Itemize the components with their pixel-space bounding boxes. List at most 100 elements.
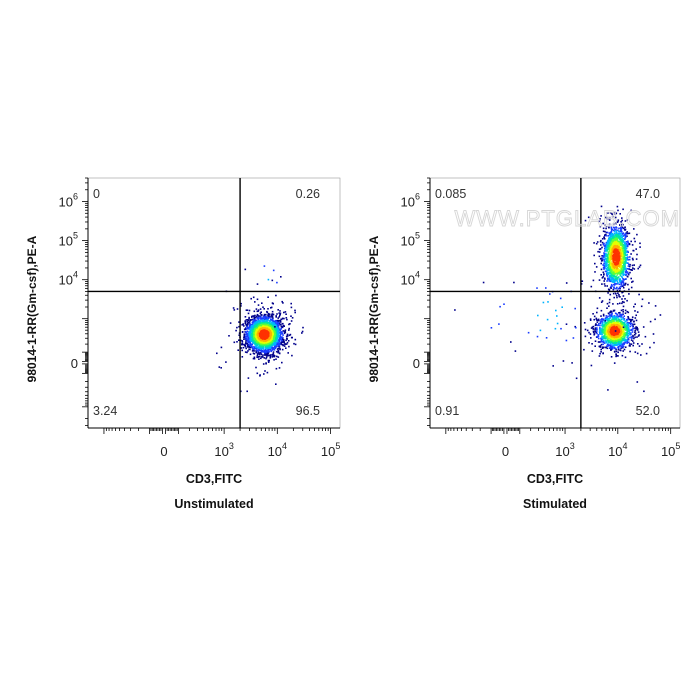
event-dot — [606, 269, 609, 272]
event-dot — [616, 221, 619, 223]
event-dot — [615, 230, 618, 232]
event-dot — [611, 271, 613, 274]
event-dot — [289, 323, 291, 325]
quadrant-label-upper-right: 0.26 — [296, 187, 320, 201]
event-dot — [621, 345, 624, 347]
event-dot — [622, 313, 624, 315]
event-dot — [240, 305, 242, 307]
event-dot — [616, 272, 619, 275]
event-dot — [617, 287, 620, 290]
event-dot — [615, 292, 617, 295]
event-dot — [606, 316, 608, 319]
event-dot — [624, 346, 627, 348]
event-dot — [615, 232, 618, 234]
event-dot — [607, 235, 610, 237]
event-dot — [622, 258, 624, 260]
event-dot — [593, 315, 596, 318]
event-dot — [616, 303, 619, 305]
event-dot — [266, 320, 268, 322]
event-dot — [621, 354, 624, 357]
event-dot — [621, 240, 624, 243]
event-dot — [233, 309, 236, 311]
event-dot — [624, 278, 627, 280]
event-dot — [626, 245, 628, 247]
event-dot — [267, 316, 270, 318]
event-dot — [598, 322, 600, 325]
event-dot — [619, 227, 622, 229]
event-dot — [266, 322, 269, 324]
event-dot — [626, 326, 628, 328]
event-dot — [261, 355, 263, 358]
event-dot — [628, 258, 631, 261]
event-dot — [614, 324, 616, 327]
event-dot — [271, 279, 274, 282]
event-dot — [276, 323, 279, 326]
event-dot — [598, 355, 601, 357]
event-dot — [251, 346, 254, 348]
event-dot — [284, 343, 286, 345]
event-dot — [245, 333, 248, 336]
event-dot — [649, 346, 651, 349]
event-dot — [610, 339, 613, 341]
event-dot — [622, 326, 625, 328]
event-dot — [598, 345, 601, 348]
event-dot — [624, 320, 627, 323]
event-dot — [611, 275, 613, 277]
event-dot — [616, 289, 619, 292]
event-dot — [624, 329, 627, 331]
event-dot — [605, 346, 607, 349]
event-dot — [615, 347, 617, 350]
y-tick-label: 106 — [59, 192, 78, 210]
event-dot — [283, 332, 286, 335]
event-dot — [620, 309, 623, 312]
event-dot — [594, 271, 596, 273]
event-dot — [606, 231, 609, 234]
event-dot — [270, 306, 273, 309]
event-dot — [591, 343, 593, 345]
event-dot — [256, 372, 259, 375]
event-dot — [277, 322, 279, 324]
event-dot — [600, 205, 603, 208]
event-dot — [607, 277, 609, 280]
event-dot — [285, 343, 288, 345]
event-dot — [604, 329, 607, 332]
event-dot — [626, 327, 628, 330]
event-dot — [654, 305, 657, 307]
event-dot — [609, 339, 612, 341]
event-dot — [606, 261, 608, 263]
event-dot — [629, 325, 631, 328]
event-dot — [264, 353, 266, 355]
event-dot — [605, 336, 607, 339]
event-dot — [639, 242, 641, 245]
event-dot — [251, 324, 254, 327]
event-dot — [620, 230, 623, 233]
event-dot — [293, 342, 295, 345]
event-dot — [632, 342, 635, 344]
event-dot — [249, 353, 252, 356]
panel-caption: Unstimulated — [174, 497, 253, 511]
event-dot — [262, 342, 264, 344]
event-dot — [615, 336, 617, 339]
event-dot — [602, 332, 604, 334]
event-dot — [279, 323, 281, 326]
event-dot — [277, 317, 279, 319]
plot-frame — [87, 177, 341, 429]
event-dot — [593, 333, 596, 335]
event-dot — [260, 353, 263, 356]
event-dot — [621, 343, 623, 345]
event-dot — [613, 230, 616, 233]
event-dot — [619, 274, 622, 277]
event-dot — [628, 232, 631, 235]
event-dot — [622, 208, 624, 211]
event-dot — [623, 227, 625, 230]
event-dot — [277, 335, 280, 338]
event-dot — [621, 302, 623, 305]
event-dot — [601, 334, 603, 336]
event-dot — [609, 268, 611, 270]
event-dot — [621, 276, 623, 279]
event-dot — [302, 326, 304, 329]
event-dot — [283, 317, 285, 320]
event-dot — [613, 286, 615, 288]
event-dot — [271, 310, 274, 313]
